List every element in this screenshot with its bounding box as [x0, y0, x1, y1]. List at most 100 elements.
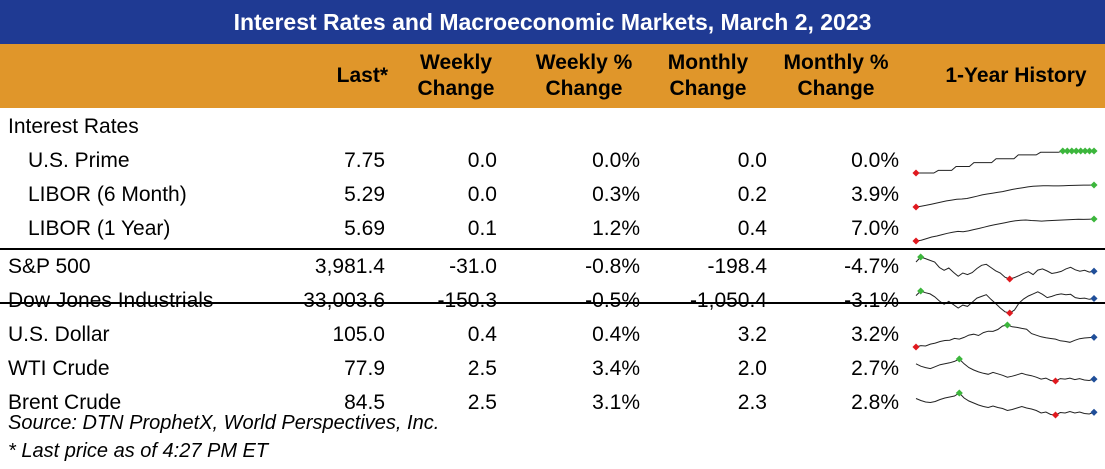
- col-header-weekly-change: Weekly Change: [402, 44, 510, 108]
- cell-weekly-pct: 1.2%: [592, 217, 640, 240]
- cell-monthly-change: 2.3: [737, 391, 767, 414]
- row-label: LIBOR (1 Year): [28, 217, 171, 240]
- col-header-last-text: Last*: [336, 64, 388, 87]
- source-note: Source: DTN ProphetX, World Perspectives…: [8, 412, 440, 434]
- sparkline-last-marker: [1090, 294, 1098, 303]
- sparkline-svg: [915, 355, 1098, 385]
- col-header-weekly-change-line1: Weekly: [420, 51, 492, 74]
- col-header-weekly-pct-line2: Change: [545, 77, 623, 100]
- sparkline-max-marker: [955, 355, 963, 363]
- sparkline-max-marker: [955, 389, 963, 397]
- cell-last: 84.5: [344, 391, 385, 414]
- col-header-history: 1-Year History: [930, 44, 1102, 108]
- cell-weekly-change: 0.0: [467, 183, 497, 206]
- cell-monthly-change: -1,050.4: [689, 289, 767, 312]
- sparkline: [912, 250, 1102, 284]
- sparkline-min-marker: [912, 343, 920, 351]
- cell-last: 5.69: [344, 217, 385, 240]
- cell-weekly-pct: 3.1%: [592, 391, 640, 414]
- cell-last: 3,981.4: [314, 255, 385, 278]
- cell-last: 5.29: [344, 183, 385, 206]
- cell-weekly-pct: 0.3%: [592, 183, 640, 206]
- sparkline: [912, 352, 1102, 386]
- col-header-monthly-pct: Monthly % Change: [770, 44, 902, 108]
- sparkline: [912, 144, 1102, 178]
- cell-monthly-change: 3.2: [737, 323, 767, 346]
- sparkline-line: [915, 392, 1095, 416]
- cell-last: 77.9: [344, 357, 385, 380]
- cell-weekly-pct: -0.8%: [585, 255, 640, 278]
- cell-monthly-change: 0.0: [737, 149, 767, 172]
- cell-monthly-pct: 2.8%: [851, 391, 899, 414]
- cell-monthly-pct: 7.0%: [851, 217, 899, 240]
- row-label: LIBOR (6 Month): [28, 183, 187, 206]
- sparkline-svg: [912, 321, 1098, 351]
- cell-weekly-pct: 0.0%: [592, 149, 640, 172]
- sparkline-min-marker: [1051, 411, 1060, 419]
- sparkline-max-marker: [1090, 181, 1098, 189]
- sparkline-max-marker: [1090, 215, 1098, 223]
- cell-last: 7.75: [344, 149, 385, 172]
- col-header-history-text: 1-Year History: [945, 64, 1087, 87]
- sparkline-line: [915, 358, 1095, 382]
- cell-monthly-pct: 0.0%: [851, 149, 899, 172]
- sparkline-max-marker: [1090, 147, 1098, 155]
- table-row: Brent Crude 84.5 2.5 3.1% 2.3 2.8%: [0, 386, 1105, 420]
- col-header-weekly-change-line2: Change: [417, 77, 495, 100]
- sparkline-line: [915, 184, 1095, 208]
- col-header-monthly-change: Monthly Change: [658, 44, 758, 108]
- sparkline-min-marker: [1051, 377, 1060, 385]
- sparkline-min-marker: [912, 203, 920, 211]
- col-header-weekly-pct-line1: Weekly %: [535, 51, 633, 74]
- table-row: Dow Jones Industrials 33,003.6 -150.3 -0.5%…: [0, 284, 1105, 318]
- col-header-monthly-pct-line2: Change: [797, 77, 875, 100]
- sparkline: [912, 212, 1102, 246]
- sparkline-svg: [912, 215, 1098, 245]
- cell-weekly-pct: 0.4%: [592, 323, 640, 346]
- sparkline-svg: [915, 389, 1098, 419]
- row-label: Brent Crude: [8, 391, 122, 414]
- sparkline-last-marker: [1090, 408, 1098, 416]
- cell-weekly-change: 0.4: [467, 323, 497, 346]
- col-header-last: Last*: [300, 44, 388, 108]
- sparkline: [912, 318, 1102, 352]
- sparkline: [912, 178, 1102, 212]
- col-header-monthly-change-line1: Monthly: [667, 51, 749, 74]
- sparkline-svg: [912, 147, 1098, 177]
- row-label: U.S. Dollar: [8, 323, 110, 346]
- col-header-monthly-pct-line1: Monthly %: [783, 51, 889, 74]
- sparkline-last-marker: [1090, 267, 1098, 275]
- sparkline-min-marker: [1006, 309, 1014, 317]
- col-header-monthly-change-line2: Change: [669, 77, 747, 100]
- section-label: Interest Rates: [8, 115, 139, 138]
- sparkline-last-marker: [1090, 375, 1098, 383]
- table-title: Interest Rates and Macroeconomic Markets…: [0, 0, 1105, 44]
- cell-weekly-change: 0.0: [467, 149, 497, 172]
- cell-monthly-change: 0.4: [737, 217, 767, 240]
- cell-monthly-change: 0.2: [737, 183, 767, 206]
- cell-monthly-change: -198.4: [707, 255, 767, 278]
- sparkline: [912, 284, 1102, 318]
- sparkline: [912, 386, 1102, 420]
- sparkline-min-marker: [912, 237, 920, 245]
- table-title-text: Interest Rates and Macroeconomic Markets…: [233, 8, 872, 35]
- cell-weekly-change: -150.3: [437, 289, 497, 312]
- cell-monthly-pct: 3.2%: [851, 323, 899, 346]
- row-label: WTI Crude: [8, 357, 110, 380]
- sparkline-min-marker: [1006, 275, 1014, 283]
- table-row: LIBOR (6 Month) 5.29 0.0 0.3% 0.2 3.9%: [0, 178, 1105, 212]
- row-label: U.S. Prime: [28, 149, 130, 172]
- cell-monthly-pct: -4.7%: [844, 255, 899, 278]
- section-row-interest-rates: Interest Rates: [0, 110, 1105, 144]
- sparkline-min-marker: [912, 169, 920, 177]
- cell-monthly-pct: 2.7%: [851, 357, 899, 380]
- bottom-divider: [0, 302, 1105, 304]
- sparkline-svg: [915, 253, 1098, 283]
- cell-monthly-pct: 3.9%: [851, 183, 899, 206]
- sparkline-line: [915, 218, 1095, 242]
- col-header-weekly-pct: Weekly % Change: [522, 44, 646, 108]
- cell-last: 105.0: [332, 323, 385, 346]
- sparkline-svg: [912, 181, 1098, 211]
- sparkline-line: [915, 324, 1095, 348]
